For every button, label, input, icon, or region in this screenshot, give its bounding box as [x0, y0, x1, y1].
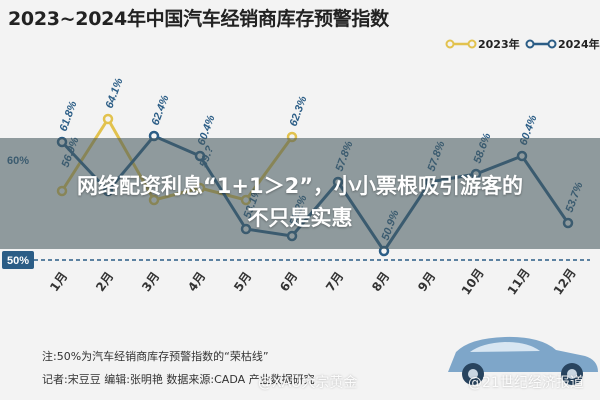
data-label: 62.3% [288, 94, 310, 128]
credits-note: 记者:宋豆豆 编辑:张明艳 数据来源:CADA 产业数据研究 [42, 373, 315, 386]
watermark-left: @XAU大宗黄金 [258, 375, 358, 391]
svg-text:2023年: 2023年 [478, 37, 520, 51]
data-label: 62.4% [150, 93, 172, 127]
x-tick-label: 2月 [93, 269, 116, 294]
legend-item: 2024年 [525, 37, 600, 51]
x-tick-label: 6月 [277, 269, 300, 294]
x-tick-label: 7月 [323, 269, 346, 294]
headline-line-2: 不只是实惠 [247, 206, 353, 230]
data-label: 61.8% [58, 99, 80, 133]
car-illustration [448, 336, 598, 385]
headline-line-1: 网络配资利息“1+1＞2”，小小票根吸引游客的 [76, 174, 524, 198]
x-tick-label: 3月 [139, 269, 162, 294]
x-tick-label: 4月 [185, 269, 208, 294]
x-tick-label: 8月 [369, 269, 392, 294]
data-point [102, 113, 114, 125]
x-tick-label: 9月 [415, 269, 438, 294]
y-tick-label: 50% [7, 255, 29, 267]
y-tick-badge [2, 251, 34, 269]
legend-item: 2023年 [445, 37, 520, 51]
chart-legend: 2023年 2024年 [445, 37, 600, 51]
chart-title: 2023~2024年中国汽车经销商库存预警指数 [8, 8, 389, 30]
svg-text:2024年: 2024年 [558, 37, 600, 51]
x-tick-label: 12月 [551, 266, 579, 298]
x-tick-label: 10月 [459, 266, 487, 298]
x-tick-label: 11月 [505, 266, 533, 298]
threshold-note: 注:50%为汽车经销商库存预警指数的“荣枯线” [42, 350, 269, 363]
x-tick-label: 5月 [231, 269, 254, 294]
x-tick-label: 1月 [47, 269, 70, 294]
watermark-right: @21世纪经济报道 [468, 375, 584, 391]
data-label: 64.1% [104, 76, 126, 110]
headline-overlay-band [0, 138, 600, 249]
